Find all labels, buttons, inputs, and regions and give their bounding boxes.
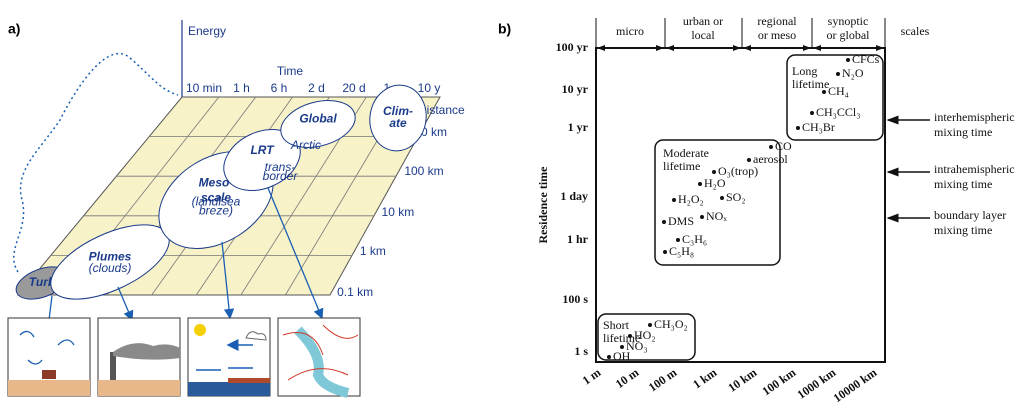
- distance-tick-label: 1 km: [360, 244, 386, 258]
- region-note: breze): [199, 204, 233, 218]
- scale-header: scales: [901, 24, 930, 38]
- species-dot: [607, 355, 611, 359]
- x-tick-label: 10 m: [613, 365, 642, 391]
- species-label: CH₃O₂: [654, 317, 688, 331]
- group-label: lifetime: [792, 77, 829, 91]
- distance-tick-label: 0.1 km: [337, 285, 373, 299]
- mixing-time-label: mixing time: [934, 223, 992, 237]
- scale-header: micro: [616, 24, 644, 38]
- x-tick-label: 1 km: [690, 365, 719, 391]
- y-axis-label: Residence time: [536, 166, 550, 244]
- species-label: CH₃Br: [802, 120, 835, 134]
- y-tick-label: 1 yr: [568, 120, 589, 134]
- species-dot: [662, 220, 666, 224]
- species-label: N₂O: [842, 66, 864, 80]
- mixing-time-label: mixing time: [934, 125, 992, 139]
- species-dot: [663, 250, 667, 254]
- species-dot: [628, 334, 632, 338]
- x-tick-label: 100 km: [759, 365, 798, 398]
- y-tick-label: 100 s: [562, 292, 588, 306]
- x-tick-label: 10 km: [725, 365, 759, 395]
- time-axis-label: Time: [277, 64, 304, 78]
- panel-label: a): [8, 21, 20, 37]
- species-dot: [698, 182, 702, 186]
- land: [228, 378, 270, 383]
- scale-header: or meso: [758, 28, 796, 42]
- species-label: CFCs: [852, 52, 880, 66]
- species-dot: [747, 158, 751, 162]
- species-label: OH: [613, 349, 631, 363]
- mixing-time-label: boundary layer: [934, 208, 1006, 222]
- scale-header: or global: [827, 28, 871, 42]
- figure: a)EnergyTime10 min1 h6 h2 d20 d1 y10 yDi…: [0, 0, 1035, 406]
- time-tick-label: 20 d: [342, 81, 365, 95]
- species-dot: [676, 238, 680, 242]
- distance-tick-label: 10 km: [382, 205, 415, 219]
- group-label: Short: [603, 318, 630, 332]
- region-note: border: [263, 169, 299, 183]
- sun: [194, 324, 206, 336]
- species-label: H₂O: [704, 176, 726, 190]
- species-label: C₅H₈: [669, 244, 694, 258]
- y-tick-label: 100 yr: [556, 40, 589, 54]
- species-dot: [796, 126, 800, 130]
- species-dot: [822, 90, 826, 94]
- species-dot: [648, 323, 652, 327]
- time-tick-label: 1 h: [233, 81, 250, 95]
- mixing-time-label: intrahemispheric: [934, 162, 1015, 176]
- time-tick-label: 2 d: [308, 81, 325, 95]
- scale-header: synoptic: [828, 14, 869, 28]
- y-tick-label: 10 yr: [562, 82, 589, 96]
- x-tick-label: 1 m: [580, 365, 604, 387]
- species-label: DMS: [668, 214, 694, 228]
- region-label: ate: [389, 116, 407, 130]
- car: [42, 370, 56, 379]
- species-label: SO₂: [726, 190, 746, 204]
- x-tick-label: 100 m: [646, 365, 679, 394]
- region-label: LRT: [250, 143, 275, 157]
- scale-header: regional: [757, 14, 797, 28]
- group-label: lifetime: [663, 159, 700, 173]
- species-dot: [700, 215, 704, 219]
- ground: [98, 380, 180, 396]
- group-label: Moderate: [663, 146, 709, 160]
- ground: [8, 380, 90, 396]
- region-note: Arctic: [290, 138, 321, 152]
- species-label: CO: [775, 139, 792, 153]
- y-tick-label: 1 hr: [567, 232, 589, 246]
- species-label: CH₃CCl₃: [816, 105, 860, 119]
- y-tick-label: 1 day: [560, 189, 588, 203]
- sea: [188, 382, 270, 396]
- species-dot: [712, 170, 716, 174]
- time-tick-label: 10 min: [186, 81, 222, 95]
- region-label: Global: [299, 112, 337, 126]
- species-dot: [810, 111, 814, 115]
- species-label: CH₄: [828, 84, 849, 98]
- y-tick-label: 1 s: [574, 344, 588, 358]
- time-tick-label: 10 y: [418, 81, 441, 95]
- species-dot: [836, 72, 840, 76]
- scale-header: urban or: [683, 14, 723, 28]
- distance-tick-label: 100 km: [404, 164, 443, 178]
- mixing-time-label: interhemispheric: [934, 110, 1015, 124]
- x-tick-label: 10000 km: [831, 365, 880, 405]
- region-note: (clouds): [89, 261, 132, 275]
- species-label: H₂O₂: [678, 192, 704, 206]
- species-dot: [846, 58, 850, 62]
- group-label: Long: [792, 64, 817, 78]
- energy-axis-label: Energy: [188, 24, 226, 38]
- scale-header: local: [691, 28, 715, 42]
- panel-label: b): [498, 21, 511, 37]
- mixing-time-label: mixing time: [934, 177, 992, 191]
- species-dot: [672, 198, 676, 202]
- species-label: aerosol: [753, 152, 788, 166]
- species-dot: [769, 145, 773, 149]
- species-dot: [720, 196, 724, 200]
- species-label: NOₓ: [706, 209, 727, 223]
- time-tick-label: 6 h: [271, 81, 288, 95]
- page: {"panel_a": {"label": "a)", "energy_axis…: [0, 0, 1035, 406]
